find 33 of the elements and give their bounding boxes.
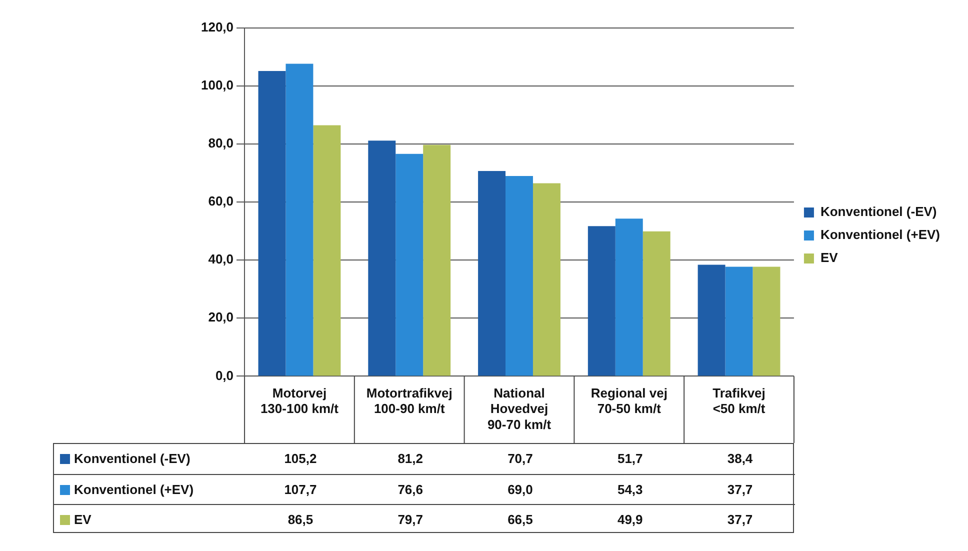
- x-tick-label: Trafikvej <50 km/t: [712, 386, 766, 416]
- legend-label: Konventionel (+EV): [820, 227, 940, 242]
- data-label: 105,2: [283, 451, 318, 466]
- data-label: 76,6: [396, 482, 424, 497]
- x-tick-label: National Hovedvej 90-70 km/t: [487, 386, 552, 432]
- x-tick-label: Regional vej 70-50 km/t: [590, 386, 668, 416]
- x-tick-label: Motorvej 130-100 km/t: [260, 386, 340, 416]
- y-tick-label: 120,0: [200, 20, 234, 35]
- text: Konventionel (+EV): [74, 482, 194, 497]
- data-label: 37,7: [726, 512, 754, 527]
- y-tick-label: 40,0: [208, 252, 234, 267]
- data-label: 79,7: [396, 512, 424, 527]
- y-tick-label: 60,0: [208, 194, 234, 209]
- x-tick-label: Motortrafikvej 100-90 km/t: [366, 386, 452, 416]
- y-tick-label: 100,0: [200, 78, 234, 93]
- y-tick-label: 0,0: [215, 368, 234, 383]
- data-label: 70,7: [506, 451, 534, 466]
- data-label: 81,2: [396, 451, 424, 466]
- data-label: 38,4: [726, 451, 754, 466]
- data-label: 51,7: [616, 451, 644, 466]
- data-label: 86,5: [286, 512, 314, 527]
- y-tick-label: 80,0: [208, 136, 234, 151]
- text: Konventionel (-EV): [74, 451, 190, 466]
- legend-label: EV: [820, 250, 838, 266]
- legend-label: Konventionel (-EV): [820, 204, 937, 220]
- text: EV: [74, 512, 92, 527]
- data-label: 69,0: [506, 482, 534, 497]
- data-label: 49,9: [616, 512, 644, 527]
- data-label: 37,7: [726, 482, 754, 497]
- y-tick-label: 20,0: [208, 310, 234, 325]
- data-label: 54,3: [616, 482, 644, 497]
- data-label: 107,7: [283, 482, 318, 497]
- data-label: 66,5: [506, 512, 534, 527]
